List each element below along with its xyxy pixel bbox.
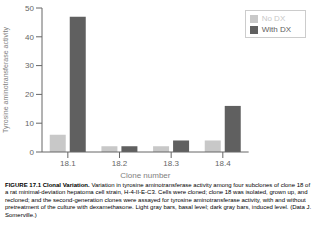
- svg-text:18.1: 18.1: [60, 159, 76, 168]
- html-text:FIGURE 17.1 Clonal Variation.: FIGURE 17.1 Clonal Variation. Variation …: [5, 182, 312, 218]
- svg-text:20: 20: [25, 90, 34, 99]
- svg-text:50: 50: [25, 4, 34, 13]
- html-text:No DX: No DX: [261, 14, 286, 23]
- svg-text:10: 10: [25, 119, 34, 128]
- svg-text:30: 30: [25, 61, 34, 70]
- svg-text:0: 0: [30, 148, 35, 157]
- svg-text:Clone number: Clone number: [120, 171, 171, 180]
- svg-text:18.3: 18.3: [163, 159, 179, 168]
- svg-text:40: 40: [25, 33, 34, 42]
- svg-text:18.2: 18.2: [112, 159, 128, 168]
- svg-text:18.4: 18.4: [215, 159, 231, 168]
- html-text:With DX: With DX: [261, 25, 291, 34]
- svg-text:Tyrosine aminotransferase acti: Tyrosine aminotransferase activity: [8, 27, 10, 133]
